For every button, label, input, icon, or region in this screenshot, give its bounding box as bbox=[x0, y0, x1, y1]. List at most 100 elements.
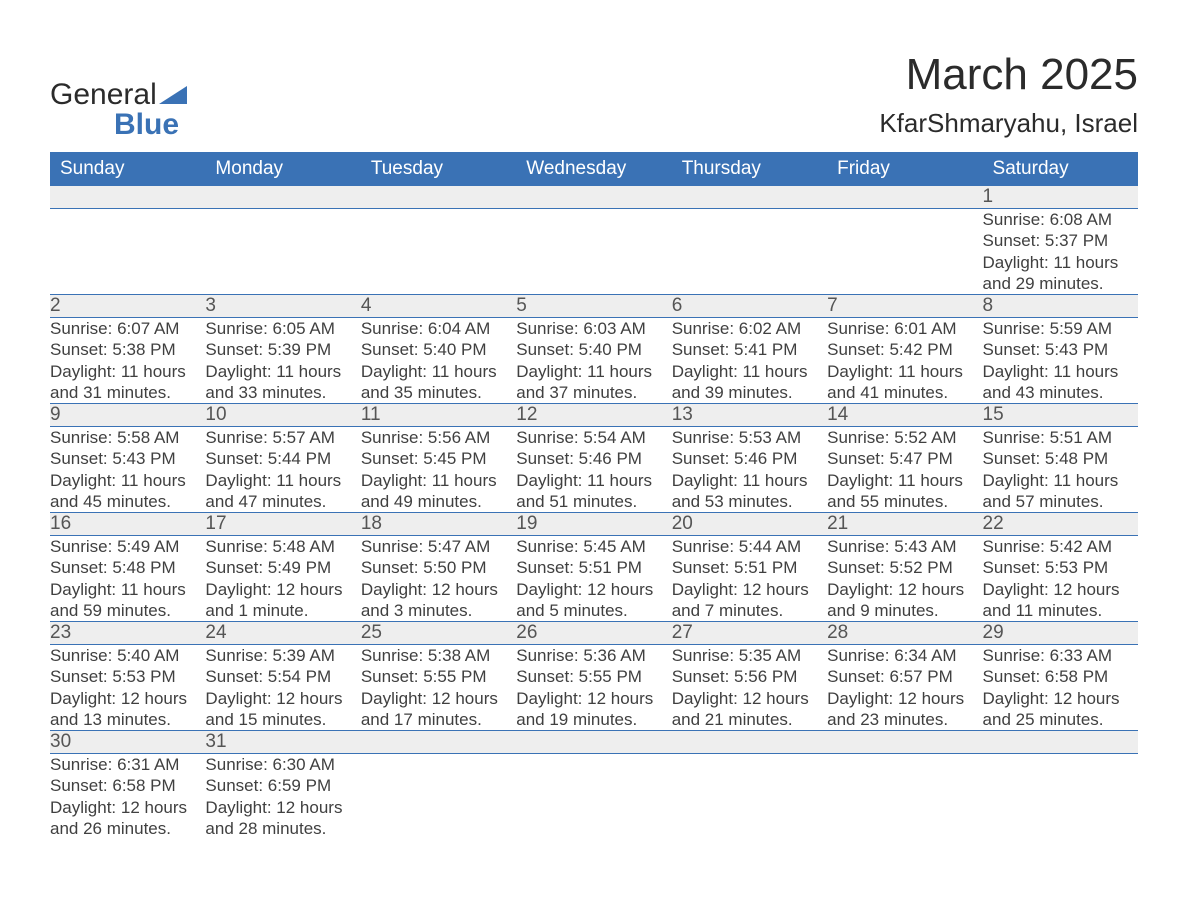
day-detail-cell: Sunrise: 6:02 AMSunset: 5:41 PMDaylight:… bbox=[672, 318, 827, 404]
weekday-header-row: Sunday Monday Tuesday Wednesday Thursday… bbox=[50, 152, 1138, 186]
sunrise-line: Sunrise: 5:59 AM bbox=[983, 318, 1138, 339]
day-number-cell: 5 bbox=[516, 295, 671, 318]
daynum-row: 1 bbox=[50, 186, 1138, 209]
day-detail-cell: Sunrise: 5:39 AMSunset: 5:54 PMDaylight:… bbox=[205, 645, 360, 731]
daynum-row: 3031 bbox=[50, 731, 1138, 754]
month-title: March 2025 bbox=[879, 50, 1138, 100]
day-number-cell: 19 bbox=[516, 513, 671, 536]
daylight-line: Daylight: 12 hours and 25 minutes. bbox=[983, 688, 1138, 731]
sunrise-line: Sunrise: 6:30 AM bbox=[205, 754, 360, 775]
day-detail-cell: Sunrise: 6:07 AMSunset: 5:38 PMDaylight:… bbox=[50, 318, 205, 404]
daylight-line: Daylight: 11 hours and 49 minutes. bbox=[361, 470, 516, 513]
sunset-line: Sunset: 5:55 PM bbox=[361, 666, 516, 687]
day-detail-cell: Sunrise: 6:08 AMSunset: 5:37 PMDaylight:… bbox=[983, 209, 1138, 295]
daylight-line: Daylight: 11 hours and 47 minutes. bbox=[205, 470, 360, 513]
weekday-tue: Tuesday bbox=[361, 152, 516, 186]
day-detail-cell: Sunrise: 6:05 AMSunset: 5:39 PMDaylight:… bbox=[205, 318, 360, 404]
day-detail-cell: Sunrise: 6:31 AMSunset: 6:58 PMDaylight:… bbox=[50, 754, 205, 840]
day-detail-cell bbox=[983, 754, 1138, 840]
day-detail-cell bbox=[361, 209, 516, 295]
sunset-line: Sunset: 5:40 PM bbox=[361, 339, 516, 360]
daylight-line: Daylight: 12 hours and 11 minutes. bbox=[983, 579, 1138, 622]
sunrise-line: Sunrise: 6:33 AM bbox=[983, 645, 1138, 666]
daylight-line: Daylight: 11 hours and 45 minutes. bbox=[50, 470, 205, 513]
sunset-line: Sunset: 5:50 PM bbox=[361, 557, 516, 578]
day-detail-cell: Sunrise: 6:03 AMSunset: 5:40 PMDaylight:… bbox=[516, 318, 671, 404]
daylight-line: Daylight: 11 hours and 59 minutes. bbox=[50, 579, 205, 622]
location: KfarShmaryahu, Israel bbox=[879, 108, 1138, 139]
title-block: March 2025 KfarShmaryahu, Israel bbox=[879, 50, 1138, 139]
daylight-line: Daylight: 11 hours and 33 minutes. bbox=[205, 361, 360, 404]
sunrise-line: Sunrise: 5:39 AM bbox=[205, 645, 360, 666]
calendar-table: Sunday Monday Tuesday Wednesday Thursday… bbox=[50, 152, 1138, 839]
day-number-cell: 13 bbox=[672, 404, 827, 427]
daylight-line: Daylight: 11 hours and 57 minutes. bbox=[983, 470, 1138, 513]
sunrise-line: Sunrise: 5:48 AM bbox=[205, 536, 360, 557]
day-number-cell: 27 bbox=[672, 622, 827, 645]
sunrise-line: Sunrise: 6:05 AM bbox=[205, 318, 360, 339]
sunrise-line: Sunrise: 5:36 AM bbox=[516, 645, 671, 666]
sunrise-line: Sunrise: 6:04 AM bbox=[361, 318, 516, 339]
daynum-row: 16171819202122 bbox=[50, 513, 1138, 536]
day-number-cell bbox=[361, 731, 516, 754]
day-number-cell: 25 bbox=[361, 622, 516, 645]
weekday-mon: Monday bbox=[205, 152, 360, 186]
day-detail-cell: Sunrise: 5:36 AMSunset: 5:55 PMDaylight:… bbox=[516, 645, 671, 731]
daylight-line: Daylight: 11 hours and 29 minutes. bbox=[983, 252, 1138, 295]
daynum-row: 23242526272829 bbox=[50, 622, 1138, 645]
daylight-line: Daylight: 12 hours and 28 minutes. bbox=[205, 797, 360, 840]
day-detail-cell: Sunrise: 6:04 AMSunset: 5:40 PMDaylight:… bbox=[361, 318, 516, 404]
sunset-line: Sunset: 5:42 PM bbox=[827, 339, 982, 360]
day-detail-cell bbox=[827, 754, 982, 840]
day-number-cell: 7 bbox=[827, 295, 982, 318]
sunset-line: Sunset: 5:37 PM bbox=[983, 230, 1138, 251]
daylight-line: Daylight: 12 hours and 21 minutes. bbox=[672, 688, 827, 731]
sunrise-line: Sunrise: 5:54 AM bbox=[516, 427, 671, 448]
day-number-cell: 8 bbox=[983, 295, 1138, 318]
day-number-cell bbox=[361, 186, 516, 209]
day-number-cell: 30 bbox=[50, 731, 205, 754]
day-detail-cell: Sunrise: 5:58 AMSunset: 5:43 PMDaylight:… bbox=[50, 427, 205, 513]
day-detail-cell: Sunrise: 6:34 AMSunset: 6:57 PMDaylight:… bbox=[827, 645, 982, 731]
sunset-line: Sunset: 5:53 PM bbox=[983, 557, 1138, 578]
day-detail-cell: Sunrise: 5:35 AMSunset: 5:56 PMDaylight:… bbox=[672, 645, 827, 731]
daylight-line: Daylight: 11 hours and 35 minutes. bbox=[361, 361, 516, 404]
day-number-cell: 3 bbox=[205, 295, 360, 318]
daylight-line: Daylight: 12 hours and 9 minutes. bbox=[827, 579, 982, 622]
day-detail-cell: Sunrise: 5:45 AMSunset: 5:51 PMDaylight:… bbox=[516, 536, 671, 622]
day-number-cell: 2 bbox=[50, 295, 205, 318]
sunset-line: Sunset: 5:39 PM bbox=[205, 339, 360, 360]
sunrise-line: Sunrise: 5:40 AM bbox=[50, 645, 205, 666]
day-detail-cell: Sunrise: 5:51 AMSunset: 5:48 PMDaylight:… bbox=[983, 427, 1138, 513]
day-detail-cell: Sunrise: 5:40 AMSunset: 5:53 PMDaylight:… bbox=[50, 645, 205, 731]
day-number-cell: 11 bbox=[361, 404, 516, 427]
sunrise-line: Sunrise: 5:38 AM bbox=[361, 645, 516, 666]
day-detail-cell bbox=[361, 754, 516, 840]
day-number-cell: 14 bbox=[827, 404, 982, 427]
detail-row: Sunrise: 6:31 AMSunset: 6:58 PMDaylight:… bbox=[50, 754, 1138, 840]
day-number-cell: 15 bbox=[983, 404, 1138, 427]
sunset-line: Sunset: 5:47 PM bbox=[827, 448, 982, 469]
day-number-cell bbox=[983, 731, 1138, 754]
weekday-sun: Sunday bbox=[50, 152, 205, 186]
day-detail-cell bbox=[827, 209, 982, 295]
day-number-cell: 29 bbox=[983, 622, 1138, 645]
sunrise-line: Sunrise: 5:44 AM bbox=[672, 536, 827, 557]
day-number-cell bbox=[516, 731, 671, 754]
daylight-line: Daylight: 12 hours and 1 minute. bbox=[205, 579, 360, 622]
sunset-line: Sunset: 5:55 PM bbox=[516, 666, 671, 687]
day-detail-cell: Sunrise: 5:54 AMSunset: 5:46 PMDaylight:… bbox=[516, 427, 671, 513]
sunrise-line: Sunrise: 5:35 AM bbox=[672, 645, 827, 666]
sunrise-line: Sunrise: 6:34 AM bbox=[827, 645, 982, 666]
sunrise-line: Sunrise: 5:56 AM bbox=[361, 427, 516, 448]
sunrise-line: Sunrise: 5:42 AM bbox=[983, 536, 1138, 557]
day-number-cell: 23 bbox=[50, 622, 205, 645]
day-number-cell: 31 bbox=[205, 731, 360, 754]
sunset-line: Sunset: 5:46 PM bbox=[516, 448, 671, 469]
day-number-cell: 22 bbox=[983, 513, 1138, 536]
weekday-thu: Thursday bbox=[672, 152, 827, 186]
sunset-line: Sunset: 5:44 PM bbox=[205, 448, 360, 469]
day-number-cell: 26 bbox=[516, 622, 671, 645]
day-detail-cell bbox=[50, 209, 205, 295]
daylight-line: Daylight: 11 hours and 51 minutes. bbox=[516, 470, 671, 513]
